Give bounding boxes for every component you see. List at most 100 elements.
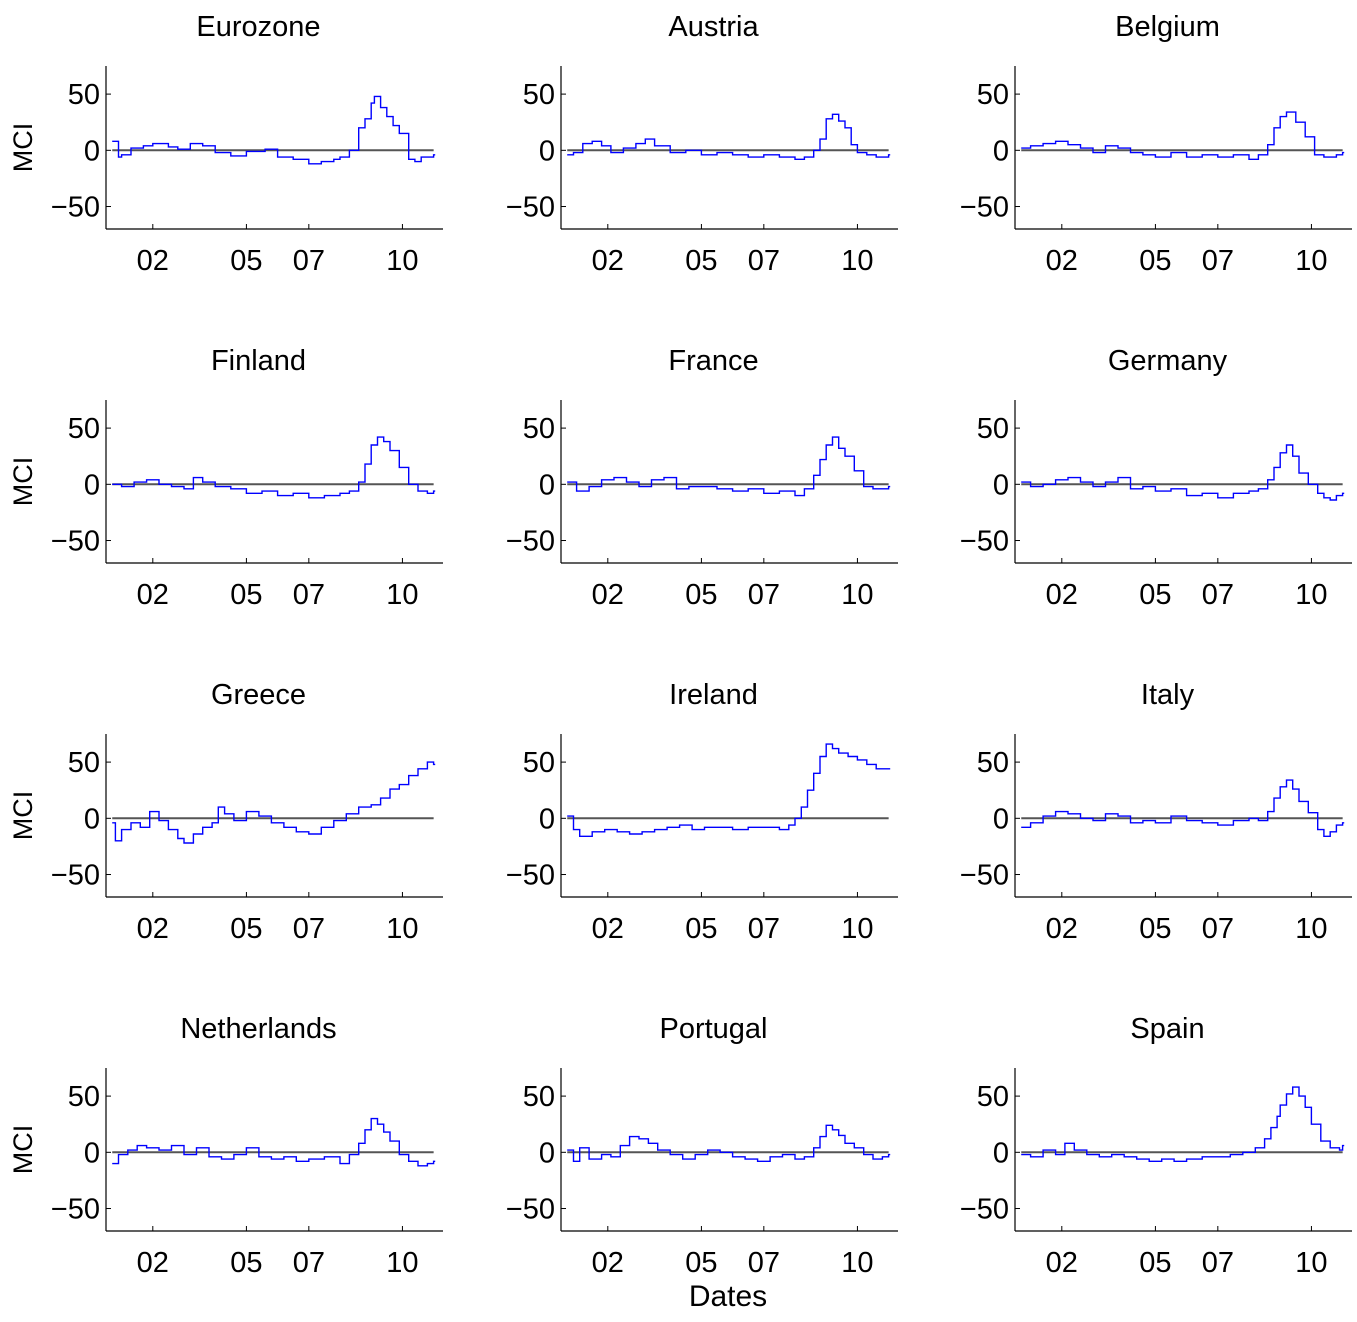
x-tick-label: 10: [841, 579, 873, 611]
panel-greece: Greece 50 0 −50 02 05 07 10 MCI: [8, 679, 443, 945]
x-tick-label: 10: [1295, 245, 1327, 277]
y-tick-label: −50: [51, 192, 100, 224]
x-tick-label: 02: [137, 245, 169, 277]
x-tick-label: 05: [685, 245, 717, 277]
panel-germany: Germany 50 0 −50 02 05 07 10: [960, 345, 1352, 611]
y-tick-label: 50: [977, 747, 1009, 779]
y-axis-label: MCI: [8, 791, 38, 841]
x-tick-label: 10: [386, 579, 418, 611]
y-tick-label: 0: [539, 135, 555, 167]
panel-title: Belgium: [1115, 11, 1220, 43]
x-tick-label: 07: [748, 579, 780, 611]
x-tick-label: 05: [685, 579, 717, 611]
series-line: [1021, 111, 1345, 160]
series-line: [112, 436, 436, 499]
x-tick-label: 07: [748, 245, 780, 277]
series-line: [567, 436, 891, 497]
y-axis-label: MCI: [8, 457, 38, 507]
x-tick-label: 05: [1139, 579, 1171, 611]
x-tick-label: 05: [685, 1247, 717, 1279]
x-tick-label: 07: [1202, 913, 1234, 945]
x-tick-label: 02: [1046, 245, 1078, 277]
x-tick-label: 07: [293, 1247, 325, 1279]
figure-xlabel: Dates: [689, 1280, 767, 1313]
x-tick-label: 05: [1139, 1247, 1171, 1279]
x-tick-label: 07: [293, 579, 325, 611]
x-tick-label: 05: [230, 1247, 262, 1279]
y-tick-label: 50: [68, 79, 100, 111]
y-tick-label: 50: [68, 747, 100, 779]
panel-title: Austria: [668, 11, 759, 43]
y-tick-label: 50: [523, 413, 555, 445]
series-line: [1021, 444, 1345, 501]
y-tick-label: 50: [68, 413, 100, 445]
y-tick-label: −50: [506, 192, 555, 224]
panel-title: Finland: [211, 345, 306, 377]
panel-title: Italy: [1141, 679, 1195, 711]
x-tick-label: 07: [1202, 579, 1234, 611]
y-tick-label: 50: [523, 79, 555, 111]
y-tick-label: −50: [51, 860, 100, 892]
x-tick-label: 05: [230, 579, 262, 611]
y-tick-label: 0: [84, 803, 100, 835]
x-tick-label: 10: [1295, 1247, 1327, 1279]
x-tick-label: 05: [1139, 913, 1171, 945]
series-line: [567, 1124, 891, 1162]
x-tick-label: 02: [137, 1247, 169, 1279]
y-tick-label: −50: [960, 860, 1009, 892]
panel-title: France: [668, 345, 758, 377]
panel-ireland: Ireland 50 0 −50 02 05 07 10: [506, 679, 898, 945]
panel-austria: Austria 50 0 −50 02 05 07 10: [506, 11, 898, 277]
y-tick-label: −50: [960, 526, 1009, 558]
x-tick-label: 07: [748, 913, 780, 945]
series-line: [1021, 779, 1345, 837]
x-tick-label: 07: [293, 245, 325, 277]
panel-eurozone: Eurozone 50 0 −50 02 05 07 10 MCI: [8, 11, 443, 277]
y-tick-label: 0: [84, 135, 100, 167]
x-tick-label: 02: [137, 579, 169, 611]
series-line: [112, 95, 436, 165]
y-tick-label: 50: [523, 747, 555, 779]
x-tick-label: 10: [1295, 913, 1327, 945]
panel-finland: Finland 50 0 −50 02 05 07 10 MCI: [8, 345, 443, 611]
y-tick-label: 0: [993, 803, 1009, 835]
x-tick-label: 02: [137, 913, 169, 945]
x-tick-label: 05: [230, 913, 262, 945]
x-tick-label: 02: [1046, 579, 1078, 611]
x-tick-label: 10: [386, 245, 418, 277]
panel-italy: Italy 50 0 −50 02 05 07 10: [960, 679, 1352, 945]
panel-title: Netherlands: [180, 1013, 336, 1045]
y-tick-label: 50: [977, 79, 1009, 111]
y-tick-label: 0: [539, 1137, 555, 1169]
y-tick-label: 50: [68, 1081, 100, 1113]
y-axis-label: MCI: [8, 1125, 38, 1175]
panel-title: Spain: [1130, 1013, 1204, 1045]
series-line: [112, 761, 436, 844]
y-tick-label: 0: [84, 469, 100, 501]
y-axis-label: MCI: [8, 123, 38, 173]
x-tick-label: 02: [1046, 913, 1078, 945]
x-tick-label: 05: [230, 245, 262, 277]
series-line: [567, 113, 891, 160]
x-tick-label: 10: [1295, 579, 1327, 611]
y-tick-label: −50: [506, 1194, 555, 1226]
x-tick-label: 02: [1046, 1247, 1078, 1279]
y-tick-label: −50: [506, 526, 555, 558]
x-tick-label: 07: [293, 913, 325, 945]
y-tick-label: 0: [993, 1137, 1009, 1169]
x-tick-label: 02: [592, 579, 624, 611]
y-tick-label: −50: [960, 192, 1009, 224]
x-tick-label: 02: [592, 1247, 624, 1279]
x-tick-label: 05: [685, 913, 717, 945]
y-tick-label: 0: [539, 469, 555, 501]
panel-title: Greece: [211, 679, 306, 711]
x-tick-label: 10: [841, 1247, 873, 1279]
y-tick-label: 0: [539, 803, 555, 835]
y-tick-label: 50: [977, 413, 1009, 445]
y-tick-label: 0: [993, 469, 1009, 501]
y-tick-label: −50: [51, 1194, 100, 1226]
x-tick-label: 10: [386, 913, 418, 945]
series-line: [112, 1117, 436, 1167]
y-tick-label: −50: [960, 1194, 1009, 1226]
